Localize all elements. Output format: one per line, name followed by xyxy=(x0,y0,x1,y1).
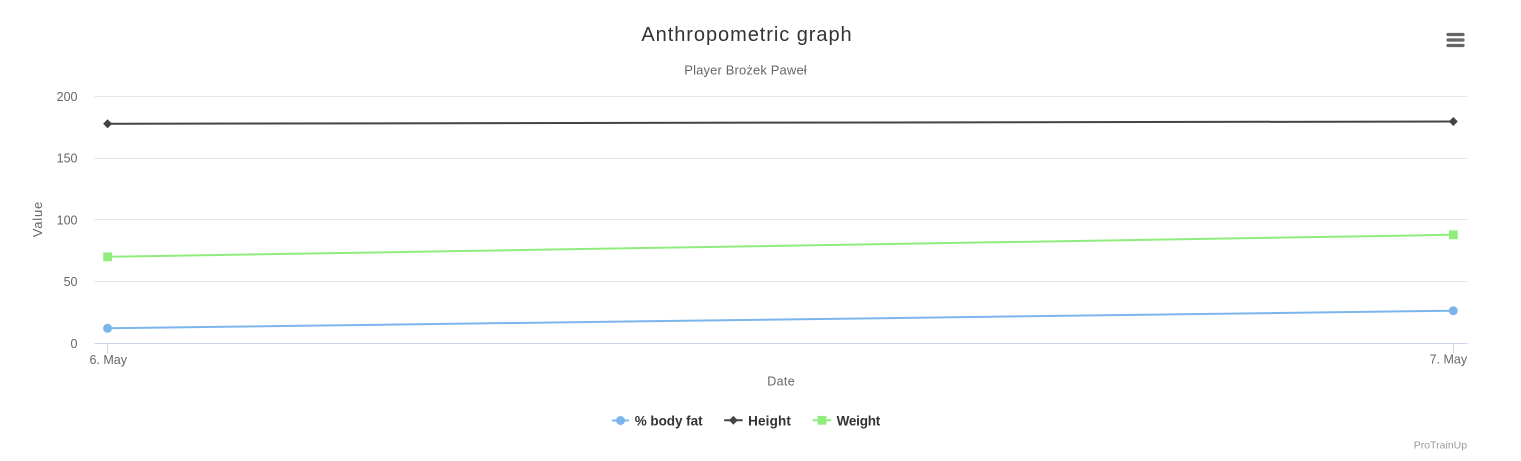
svg-text:% body fat: % body fat xyxy=(635,414,703,429)
svg-text:Date: Date xyxy=(767,375,794,389)
svg-text:Height: Height xyxy=(748,414,791,429)
svg-text:50: 50 xyxy=(64,275,78,289)
svg-text:150: 150 xyxy=(57,151,78,165)
svg-text:7. May: 7. May xyxy=(1430,353,1468,367)
svg-text:6. May: 6. May xyxy=(89,353,127,367)
svg-text:ProTrainUp: ProTrainUp xyxy=(1414,439,1467,451)
svg-text:Weight: Weight xyxy=(837,414,881,429)
svg-text:100: 100 xyxy=(57,213,78,227)
svg-text:Player Brożek Paweł: Player Brożek Paweł xyxy=(684,63,807,78)
svg-text:0: 0 xyxy=(71,337,78,351)
svg-text:200: 200 xyxy=(57,90,78,104)
svg-text:Anthropometric graph: Anthropometric graph xyxy=(641,24,851,46)
svg-text:Value: Value xyxy=(30,202,45,238)
